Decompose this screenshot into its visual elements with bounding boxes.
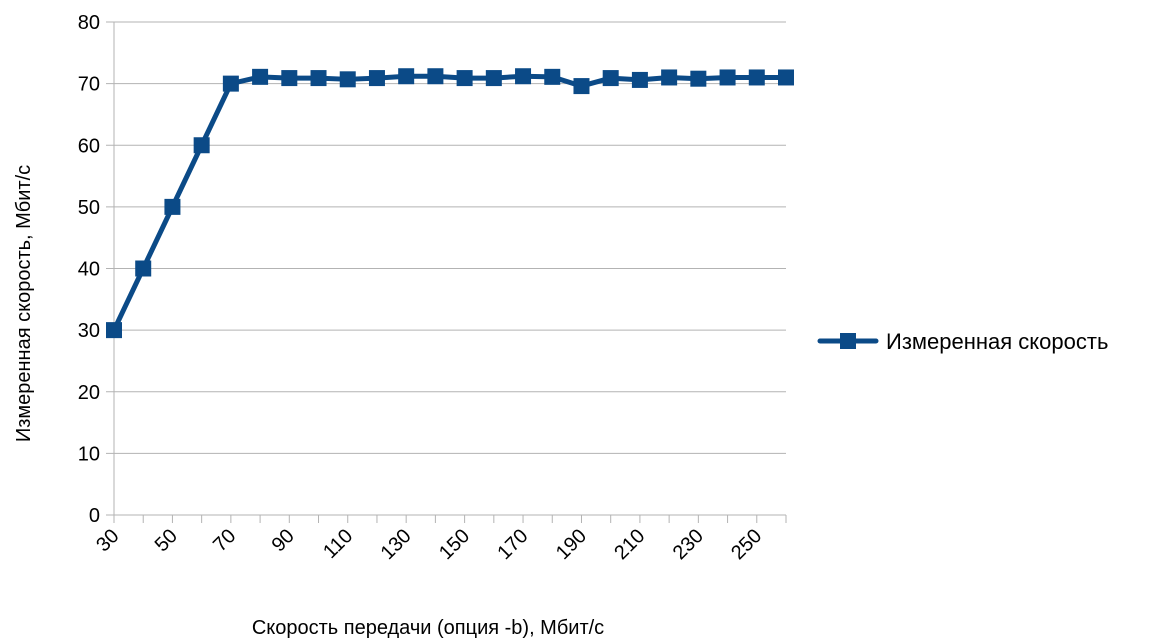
y-tick-label: 50	[78, 197, 100, 219]
x-tick-label: 210	[610, 525, 649, 564]
data-point-marker	[748, 69, 765, 86]
data-point-marker	[281, 70, 298, 87]
x-tick-label: 170	[493, 525, 532, 564]
data-point-marker	[661, 69, 678, 86]
data-point-marker	[222, 75, 239, 92]
data-point-marker	[690, 70, 707, 87]
data-point-marker	[719, 69, 736, 86]
x-tick-label: 130	[377, 525, 416, 564]
y-tick-label: 60	[78, 135, 100, 157]
data-point-marker	[252, 68, 269, 85]
y-tick-label: 30	[78, 320, 100, 342]
data-point-marker	[515, 68, 532, 85]
data-point-marker	[456, 70, 473, 87]
x-tick-label: 230	[669, 525, 708, 564]
data-point-marker	[135, 260, 152, 277]
x-tick-label: 90	[268, 525, 299, 556]
x-axis-ticks: 30 50 70 90 110 130 150 170 190 210 230 250	[92, 515, 787, 564]
series-line	[111, 73, 789, 333]
data-point-marker	[778, 69, 794, 86]
legend-square-marker	[840, 333, 856, 349]
data-point-marker	[398, 68, 415, 85]
y-axis-ticks: 0 10 20 30 40 50 60 70 80	[78, 12, 114, 527]
data-point-marker	[193, 137, 210, 154]
data-point-marker	[631, 71, 648, 88]
data-point-marker	[310, 70, 327, 87]
data-point-marker	[106, 322, 122, 339]
x-tick-label: 70	[209, 525, 240, 556]
data-point-marker	[164, 198, 181, 215]
x-tick-label: 190	[552, 525, 591, 564]
x-tick-label: 30	[92, 525, 123, 556]
data-point-marker	[544, 68, 561, 85]
x-tick-label: 150	[435, 525, 474, 564]
x-tick-label: 250	[727, 525, 766, 564]
x-tick-label: 110	[319, 525, 357, 563]
y-tick-label: 70	[78, 74, 100, 96]
gridlines	[114, 21, 786, 516]
x-tick-label: 50	[151, 525, 182, 556]
y-tick-label: 80	[78, 12, 100, 34]
data-point-marker	[485, 70, 502, 87]
legend: Измеренная скорость	[817, 329, 1108, 354]
data-point-marker	[339, 71, 356, 88]
y-tick-label: 0	[89, 505, 100, 527]
data-series	[106, 68, 794, 339]
y-tick-label: 20	[78, 382, 100, 404]
data-point-marker	[602, 70, 619, 87]
y-tick-label: 40	[78, 259, 100, 281]
data-point-marker	[427, 68, 444, 85]
legend-label: Измеренная скорость	[886, 329, 1108, 354]
y-axis-title: Измеренная скорость, Мбит/с	[13, 165, 35, 442]
y-tick-label: 10	[78, 443, 100, 465]
data-point-marker	[573, 78, 590, 95]
x-axis-title: Скорость передачи (опция -b), Мбит/с	[252, 617, 604, 639]
data-point-marker	[368, 70, 385, 87]
